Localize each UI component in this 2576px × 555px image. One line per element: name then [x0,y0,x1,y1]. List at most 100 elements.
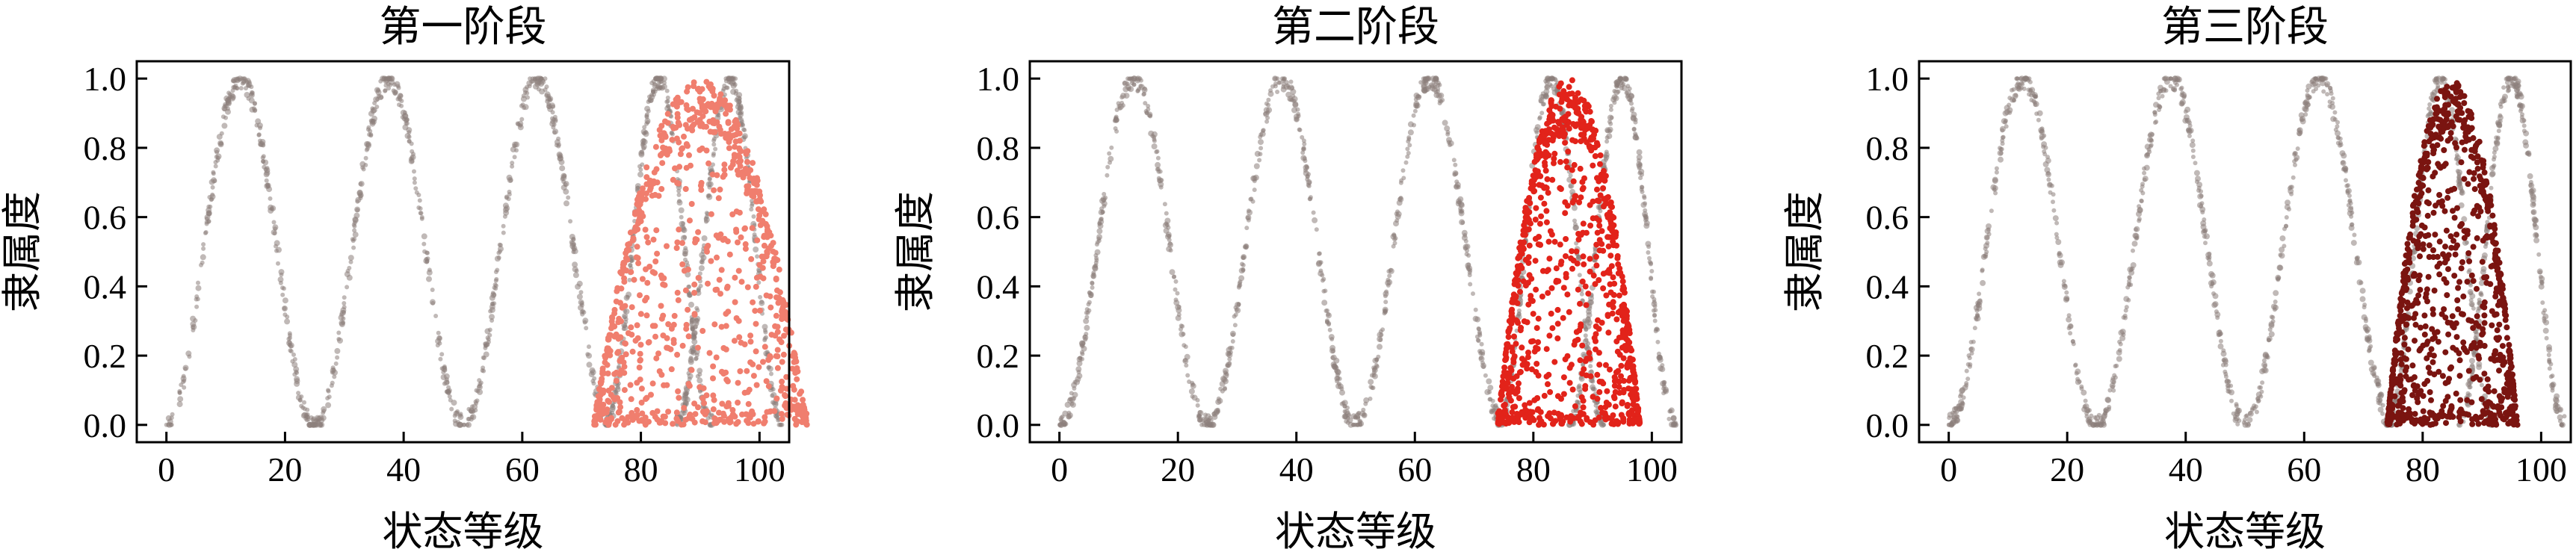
highlight-point [694,109,700,116]
reference-point [687,284,692,289]
reference-point [2190,155,2196,159]
reference-point [1958,394,1962,399]
highlight-point [1601,196,1607,202]
highlight-point [753,348,759,355]
highlight-point [1535,339,1542,346]
reference-point [1471,291,1475,297]
reference-point [724,85,729,90]
highlight-point [1619,399,1625,406]
highlight-point [1611,395,1618,401]
reference-point [680,226,687,232]
reference-point [1386,283,1391,288]
reference-point [1974,315,1981,322]
reference-point [510,146,516,153]
reference-point [2200,210,2205,215]
highlight-point [747,175,753,182]
reference-point [2156,96,2161,101]
highlight-point [673,245,680,251]
highlight-point [1580,253,1587,260]
highlight-point [637,350,643,357]
reference-point [519,117,525,122]
reference-point [1303,168,1308,173]
reference-point [1377,344,1383,350]
highlight-point [682,287,689,294]
highlight-point [670,176,676,183]
reference-point [2021,86,2027,91]
reference-point [1984,249,1989,255]
highlight-point [1557,80,1564,87]
x-tick-label: 40 [386,450,421,489]
highlight-point [676,164,683,170]
highlight-point [771,408,778,415]
y-axis-title: 隶属度 [0,191,46,312]
highlight-point [721,167,728,173]
reference-point [1433,90,1439,95]
reference-point [741,127,747,132]
highlight-point [1610,299,1616,306]
highlight-point [747,415,753,421]
highlight-point [617,300,623,306]
reference-point [1158,181,1164,187]
reference-point [2212,293,2219,300]
reference-point [550,119,555,124]
reference-point [1173,279,1179,284]
y-tick-label: 1.0 [84,60,127,98]
reference-point [422,249,427,254]
highlight-point [726,251,733,258]
highlight-point [646,264,653,270]
reference-point [2116,350,2122,356]
reference-point [368,132,374,137]
highlight-point [649,409,656,416]
reference-point [1649,269,1655,273]
reference-point [711,142,717,147]
reference-point [1649,276,1654,282]
reference-point [512,155,517,160]
reference-point [223,115,228,120]
highlight-point [1545,290,1551,297]
reference-point [412,169,416,174]
reference-point [2051,208,2057,213]
reference-point [1188,388,1195,394]
reference-point [388,75,395,82]
highlight-point [658,303,664,309]
reference-point [271,220,277,225]
reference-point [445,389,450,394]
highlight-point [591,421,598,428]
reference-point [1167,238,1172,243]
reference-point [749,207,754,212]
reference-point [1972,326,1977,331]
reference-point [241,78,247,84]
highlight-point [676,139,682,146]
reference-point [196,280,200,285]
highlight-point [625,419,631,426]
reference-point [201,242,206,247]
highlight-point [619,415,626,421]
reference-point [1604,139,1610,144]
reference-point [684,391,688,397]
reference-point [701,235,708,241]
reference-point [734,97,739,102]
reference-point [474,388,479,393]
reference-point [2232,414,2237,419]
reference-point [1134,77,1141,84]
highlight-point [621,387,628,394]
highlight-point [658,152,664,158]
reference-point [1182,358,1189,365]
reference-point [586,353,593,359]
reference-point [1550,76,1554,81]
reference-point [1266,97,1271,102]
highlight-point [763,253,770,260]
highlight-point [599,376,605,382]
reference-point [1973,305,1980,311]
highlight-point [765,356,772,363]
reference-point [695,373,700,379]
reference-point [1636,154,1643,161]
highlight-point [664,344,671,351]
highlight-point [776,336,783,343]
reference-point [2127,266,2134,273]
reference-point [277,276,284,283]
highlight-point [729,406,736,413]
highlight-point [1569,386,1576,393]
highlight-point [1596,277,1602,283]
highlight-point [1616,292,1622,299]
